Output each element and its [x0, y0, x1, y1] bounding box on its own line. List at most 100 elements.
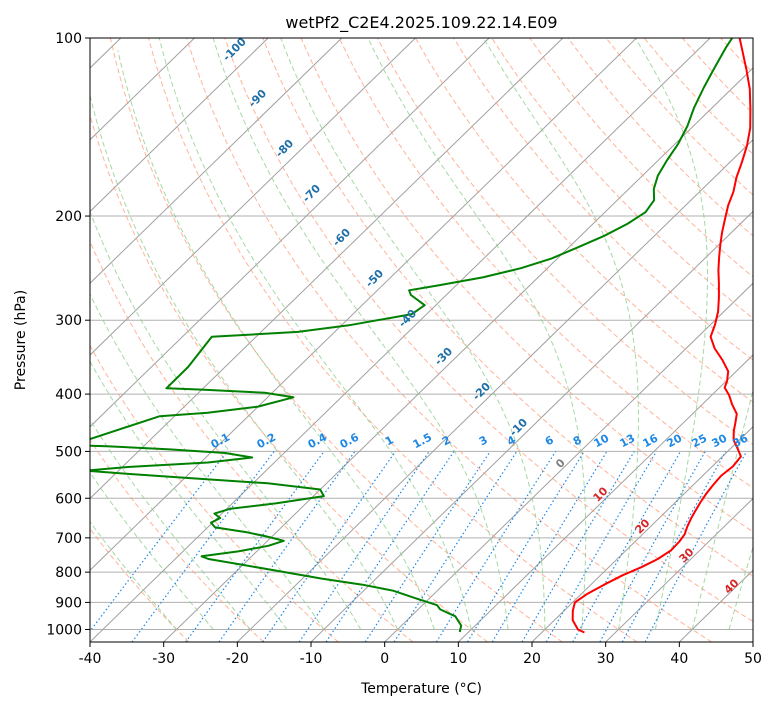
x-tick-label: 40: [670, 651, 688, 667]
isotherm-line: [752, 641, 753, 642]
isotherm-line: [531, 426, 753, 642]
moist-adiabat-label: 20: [633, 516, 653, 536]
isotherm-line: [90, 38, 637, 571]
x-tick-label: 20: [523, 651, 541, 667]
x-axis-label: Temperature (°C): [360, 681, 482, 697]
mixing-ratio-label: 20: [665, 431, 685, 450]
mixing-ratio-line: [262, 451, 396, 642]
dry-adiabat: [300, 38, 753, 533]
moist-adiabat: [482, 38, 639, 630]
moist-adiabat: [158, 38, 472, 630]
mixing-ratio-line: [298, 451, 430, 642]
mixing-ratio-line: [131, 451, 275, 642]
y-tick-label: 700: [55, 531, 82, 547]
y-tick-label: 400: [55, 387, 82, 403]
mixing-ratio-label: 36: [731, 431, 751, 450]
isotherms: [90, 38, 753, 642]
y-tick-label: 1000: [46, 622, 82, 638]
plot-frame: [89, 37, 754, 643]
x-tick-label: -30: [152, 651, 175, 667]
x-tick-label: 10: [449, 651, 467, 667]
mixing-ratio-label: 0.6: [338, 430, 362, 451]
sounding-profiles: [90, 38, 752, 634]
dry-adiabat: [720, 38, 753, 74]
moist-adiabat: [367, 38, 587, 630]
isotherm-line: [384, 282, 753, 642]
moist-adiabat: [212, 38, 509, 630]
mixing-ratio-label: 13: [618, 432, 638, 451]
mixing-ratio-label: 16: [641, 431, 661, 450]
isotherm-label: -100: [220, 35, 249, 64]
dry-adiabat: [338, 38, 753, 489]
dry-adiabat: [681, 38, 753, 115]
dry-adiabat: [148, 38, 638, 642]
x-tick-label: 0: [380, 651, 389, 667]
dry-adiabat: [109, 38, 563, 642]
dry-adiabat: [224, 38, 753, 623]
mixing-ratio-label: 25: [690, 432, 710, 451]
dry-adiabat: [90, 113, 488, 642]
y-axis-label: Pressure (hPa): [13, 290, 29, 390]
dry-adiabat: [376, 38, 753, 446]
isotherm-line: [236, 139, 753, 642]
mixing-ratio-label: 6: [543, 433, 556, 448]
moist-adiabat: [90, 520, 177, 630]
moist-adiabat: [90, 471, 214, 630]
mixing-ratio-line: [90, 451, 228, 633]
mixing-ratio-line: [491, 451, 608, 642]
isotherm-line: [457, 354, 753, 642]
mixing-ratio-label: 0.4: [306, 430, 330, 451]
mixing-ratio-line: [545, 451, 657, 642]
isotherm-label: -90: [246, 87, 269, 110]
y-tick-label: 900: [55, 595, 82, 611]
y-tick-label: 100: [55, 31, 82, 47]
isotherm-label: -50: [363, 267, 386, 290]
dry-adiabat: [262, 38, 753, 577]
moist-adiabat: [90, 418, 251, 630]
mixing-ratio-line: [393, 451, 518, 642]
moist-adiabat-label: 0: [553, 456, 568, 471]
mixing-ratio-line: [621, 451, 727, 642]
mixing-ratio-line: [572, 451, 682, 642]
dry-adiabat: [90, 344, 339, 642]
moist-adiabat: [634, 38, 708, 630]
dry-adiabat: [186, 38, 712, 642]
dry-adiabat: [90, 438, 264, 642]
moist-adiabat: [728, 545, 753, 630]
moist-adiabat: [280, 38, 546, 630]
mixing-ratio-label: 30: [710, 431, 730, 450]
dry-adiabat: [90, 528, 190, 642]
mixing-ratio-label: 8: [571, 433, 584, 448]
y-tick-label: 300: [55, 313, 82, 329]
dry-adiabat: [759, 38, 775, 642]
isotherm-line: [90, 38, 564, 500]
y-tick-label: 200: [55, 209, 82, 225]
mixing-ratio-line: [521, 451, 635, 642]
mixing-ratio-line: [364, 451, 491, 642]
chart-title: wetPf2_C2E4.2025.109.22.14.E09: [285, 13, 557, 33]
mixing-ratio-line: [466, 451, 585, 642]
moist-adiabat: [691, 387, 753, 630]
x-tick-label: -10: [300, 651, 323, 667]
isotherm-label: -20: [470, 380, 493, 403]
dewpoint-profile: [90, 38, 734, 633]
isotherm-line: [90, 38, 416, 356]
y-tick-label: 800: [55, 565, 82, 581]
dry-adiabat: [453, 38, 753, 361]
isotherm-line: [90, 38, 711, 642]
isotherm-line: [90, 38, 343, 284]
temperature-profile: [571, 38, 752, 634]
mixing-ratio-label: 1.5: [411, 431, 434, 452]
x-tick-label: 30: [597, 651, 615, 667]
moist-adiabat-label: 10: [591, 484, 611, 504]
moist-adiabat-label: 40: [722, 576, 742, 596]
mixing-ratio-lines: [90, 451, 748, 642]
moist-adiabat: [90, 292, 325, 630]
pressure-gridlines: [90, 38, 753, 630]
isotherm-label: -80: [273, 137, 296, 160]
x-tick-label: 50: [744, 651, 762, 667]
mixing-ratio-label: 0.1: [209, 431, 232, 452]
moist-adiabat-label: 30: [677, 545, 697, 565]
